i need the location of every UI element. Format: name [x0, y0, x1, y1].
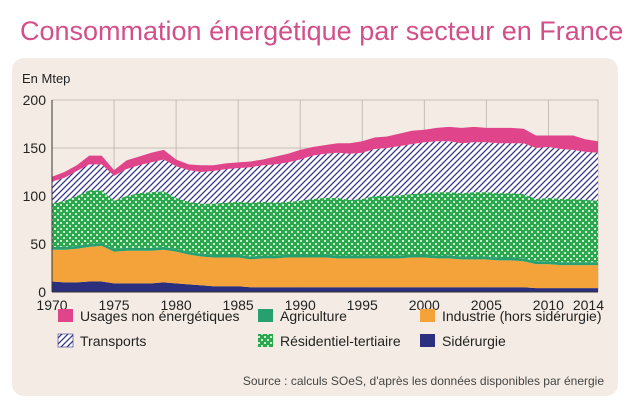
- x-tick-label-1985: 1985: [223, 297, 254, 313]
- x-tick-label-1990: 1990: [285, 297, 316, 313]
- y-tick-label-200: 200: [23, 92, 47, 108]
- legend-swatch-residentiel-tertiaire: [258, 334, 273, 347]
- axes: [51, 100, 598, 293]
- area-residentiel-tertiaire: [52, 190, 598, 263]
- legend: Usages non énergétiques Agriculture Indust…: [57, 308, 602, 349]
- legend-label-siderurgie: Sidérurgie: [442, 333, 506, 349]
- legend-label-agriculture: Agriculture: [280, 308, 347, 324]
- area-siderurgie: [52, 281, 598, 292]
- x-tick-label-1995: 1995: [347, 297, 378, 313]
- x-tick-label-1975: 1975: [98, 297, 129, 313]
- area-usages-non-energetiques: [52, 126, 598, 182]
- area-industrie-hors-siderurgie: [52, 245, 598, 289]
- y-tick-labels: 0 50 100 150 200: [23, 92, 47, 300]
- legend-swatch-industrie-hors-siderurgie: [420, 309, 435, 322]
- y-tick-label-0: 0: [38, 284, 46, 300]
- source-note: Source : calculs SOeS, d'après les donné…: [243, 374, 604, 388]
- legend-swatch-agriculture: [258, 309, 273, 322]
- area-agriculture: [52, 243, 598, 266]
- y-tick-label-50: 50: [30, 236, 46, 252]
- legend-swatch-transports: [57, 333, 74, 348]
- x-tick-label-2005: 2005: [471, 297, 502, 313]
- legend-label-usages-non-energetiques: Usages non énergétiques: [80, 308, 240, 324]
- legend-label-transports: Transports: [80, 333, 146, 349]
- x-tick-label-2010: 2010: [533, 297, 564, 313]
- y-axis-unit-label: En Mtep: [22, 71, 70, 86]
- stacked-areas: [52, 126, 598, 292]
- y-tick-label-100: 100: [23, 188, 47, 204]
- legend-label-residentiel-tertiaire: Résidentiel-tertiaire: [280, 333, 401, 349]
- area-transports: [52, 141, 598, 204]
- legend-label-industrie-hors-siderurgie: Industrie (hors sidérurgie): [442, 308, 602, 324]
- chart-title: Consommation énergétique par secteur en …: [20, 16, 624, 46]
- legend-swatch-usages-non-energetiques: [58, 309, 73, 322]
- x-tick-label-2014: 2014: [573, 297, 604, 313]
- y-tick-label-150: 150: [23, 140, 47, 156]
- x-tick-label-1980: 1980: [161, 297, 192, 313]
- legend-swatch-siderurgie: [420, 334, 435, 347]
